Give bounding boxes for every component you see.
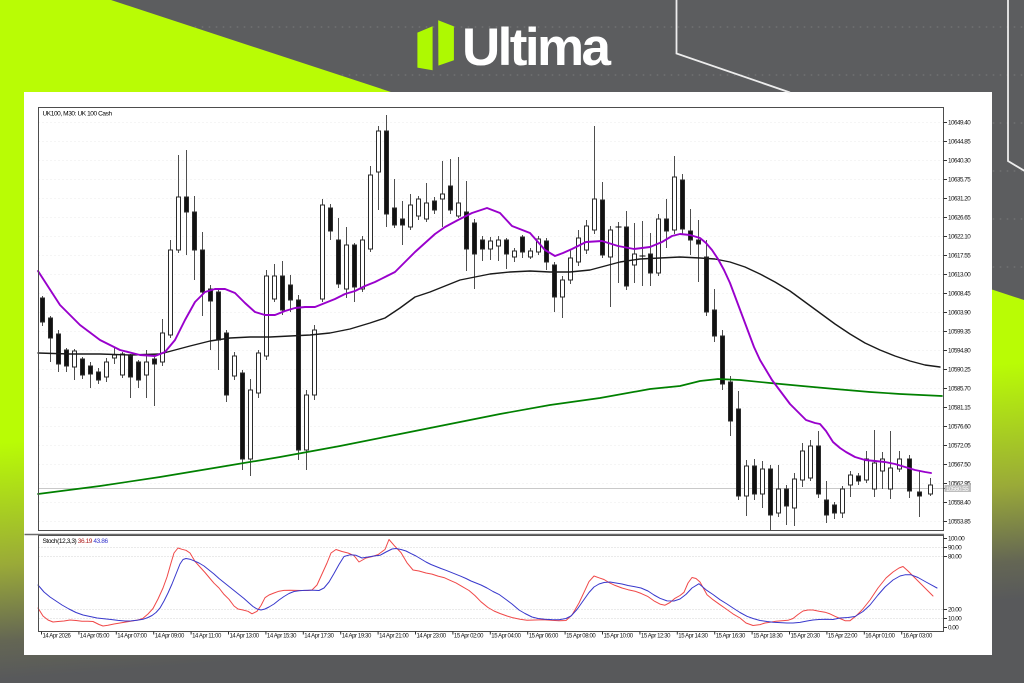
svg-text:20.00: 20.00 (948, 607, 962, 614)
svg-text:14 Apr 21:00: 14 Apr 21:00 (379, 634, 409, 640)
svg-text:10649.40: 10649.40 (948, 120, 971, 127)
svg-text:80.00: 80.00 (948, 554, 962, 561)
svg-text:UK100, M30: UK 100 Cash: UK100, M30: UK 100 Cash (43, 110, 113, 117)
svg-text:14 Apr 07:00: 14 Apr 07:00 (117, 634, 147, 640)
svg-text:15 Apr 18:30: 15 Apr 18:30 (753, 634, 783, 640)
svg-text:10581.15: 10581.15 (948, 405, 971, 412)
svg-text:10562.95: 10562.95 (948, 481, 971, 488)
svg-text:10622.10: 10622.10 (948, 234, 971, 241)
svg-text:10631.20: 10631.20 (948, 196, 971, 203)
svg-text:14 Apr 15:30: 14 Apr 15:30 (267, 634, 297, 640)
svg-text:100.00: 100.00 (948, 536, 965, 543)
svg-text:15 Apr 14:30: 15 Apr 14:30 (678, 634, 708, 640)
svg-text:15 Apr 20:30: 15 Apr 20:30 (791, 634, 821, 640)
svg-text:15 Apr 22:00: 15 Apr 22:00 (828, 634, 858, 640)
svg-text:10644.85: 10644.85 (948, 139, 971, 146)
svg-text:15 Apr 12:30: 15 Apr 12:30 (641, 634, 671, 640)
svg-text:10613.00: 10613.00 (948, 272, 971, 279)
svg-text:10640.30: 10640.30 (948, 158, 971, 165)
svg-text:14 Apr 09:00: 14 Apr 09:00 (155, 634, 185, 640)
svg-text:15 Apr 08:00: 15 Apr 08:00 (566, 634, 596, 640)
svg-text:10553.85: 10553.85 (948, 519, 971, 526)
svg-text:15 Apr 02:00: 15 Apr 02:00 (454, 634, 484, 640)
svg-text:10599.35: 10599.35 (948, 329, 971, 336)
svg-text:14 Apr 13:00: 14 Apr 13:00 (230, 634, 260, 640)
svg-text:10594.80: 10594.80 (948, 348, 971, 355)
svg-text:Stoch(12,3,3) 36.19 43.86: Stoch(12,3,3) 36.19 43.86 (43, 538, 109, 545)
svg-text:14 Apr 2026: 14 Apr 2026 (43, 634, 72, 640)
svg-text:10635.75: 10635.75 (948, 177, 971, 184)
svg-text:10560.55: 10560.55 (946, 486, 969, 493)
svg-text:16 Apr 03:00: 16 Apr 03:00 (903, 634, 933, 640)
svg-text:90.00: 90.00 (948, 545, 962, 552)
svg-text:10590.25: 10590.25 (948, 367, 971, 374)
svg-text:15 Apr 06:00: 15 Apr 06:00 (529, 634, 559, 640)
svg-text:10585.70: 10585.70 (948, 386, 971, 393)
svg-text:14 Apr 05:00: 14 Apr 05:00 (80, 634, 110, 640)
svg-text:10603.90: 10603.90 (948, 310, 971, 317)
svg-text:14 Apr 23:00: 14 Apr 23:00 (417, 634, 447, 640)
svg-text:15 Apr 10:00: 15 Apr 10:00 (604, 634, 634, 640)
svg-text:16 Apr 01:00: 16 Apr 01:00 (865, 634, 895, 640)
svg-text:10576.60: 10576.60 (948, 424, 971, 431)
svg-text:10572.05: 10572.05 (948, 443, 971, 450)
svg-text:10617.55: 10617.55 (948, 253, 971, 260)
svg-text:0.00: 0.00 (948, 625, 959, 632)
svg-text:10.00: 10.00 (948, 616, 962, 623)
svg-text:15 Apr 04:00: 15 Apr 04:00 (491, 634, 521, 640)
svg-text:14 Apr 19:30: 14 Apr 19:30 (342, 634, 372, 640)
svg-text:14 Apr 17:30: 14 Apr 17:30 (304, 634, 334, 640)
svg-text:10558.40: 10558.40 (948, 500, 971, 507)
svg-text:10626.65: 10626.65 (948, 215, 971, 222)
svg-text:15 Apr 16:30: 15 Apr 16:30 (716, 634, 746, 640)
svg-text:10608.45: 10608.45 (948, 291, 971, 298)
svg-text:14 Apr 11:00: 14 Apr 11:00 (192, 634, 222, 640)
svg-text:10567.50: 10567.50 (948, 462, 971, 469)
